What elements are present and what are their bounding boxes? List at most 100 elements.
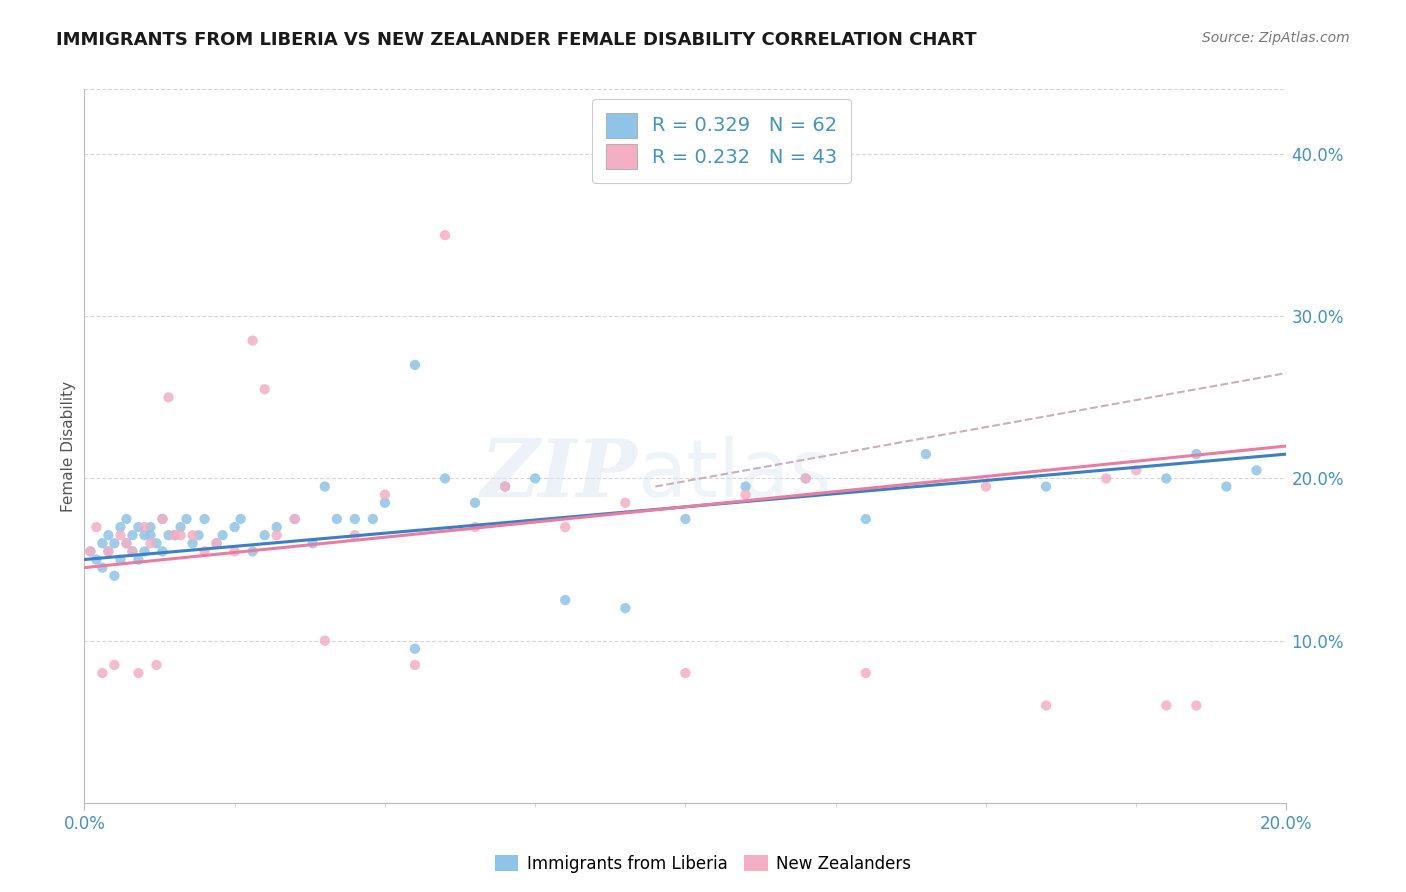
Point [224, 544, 246, 558]
Point [434, 228, 457, 243]
Point [205, 536, 228, 550]
Point [974, 479, 997, 493]
Point [343, 528, 366, 542]
Point [266, 520, 288, 534]
Point [97, 544, 120, 558]
Point [194, 512, 217, 526]
Point [187, 528, 209, 542]
Text: ZIP: ZIP [481, 436, 637, 513]
Point [1246, 463, 1268, 477]
Point [404, 641, 426, 656]
Point [163, 528, 186, 542]
Point [97, 528, 120, 542]
Point [675, 666, 697, 681]
Point [145, 657, 167, 672]
Point [211, 528, 233, 542]
Point [314, 479, 336, 493]
Point [139, 536, 162, 550]
Point [494, 479, 516, 493]
Point [79, 544, 101, 558]
Point [115, 512, 138, 526]
Point [103, 568, 125, 582]
Point [1035, 479, 1057, 493]
Point [103, 536, 125, 550]
Point [127, 552, 149, 566]
Point [1215, 479, 1237, 493]
Point [284, 512, 307, 526]
Point [1156, 471, 1178, 485]
Point [404, 657, 426, 672]
Point [127, 520, 149, 534]
Point [734, 488, 756, 502]
Point [110, 520, 132, 534]
Point [1185, 698, 1208, 713]
Point [139, 528, 162, 542]
Point [139, 520, 162, 534]
Point [152, 512, 174, 526]
Point [343, 512, 366, 526]
Point [464, 496, 486, 510]
Point [205, 536, 228, 550]
Point [855, 512, 877, 526]
Point [794, 471, 817, 485]
Point [152, 544, 174, 558]
Point [253, 528, 276, 542]
Point [404, 358, 426, 372]
Point [266, 528, 288, 542]
Point [169, 528, 191, 542]
Point [915, 447, 938, 461]
Point [242, 334, 264, 348]
Point [1156, 698, 1178, 713]
Point [157, 390, 180, 404]
Point [103, 657, 125, 672]
Point [110, 528, 132, 542]
Point [614, 496, 637, 510]
Point [1095, 471, 1118, 485]
Point [127, 666, 149, 681]
Legend: R = 0.329   N = 62, R = 0.232   N = 43: R = 0.329 N = 62, R = 0.232 N = 43 [592, 99, 851, 183]
Point [97, 544, 120, 558]
Point [86, 520, 108, 534]
Point [145, 536, 167, 550]
Point [464, 520, 486, 534]
Point [326, 512, 349, 526]
Point [152, 512, 174, 526]
Point [1035, 698, 1057, 713]
Point [115, 536, 138, 550]
Point [224, 520, 246, 534]
Point [163, 528, 186, 542]
Point [121, 528, 143, 542]
Point [91, 536, 114, 550]
Point [242, 544, 264, 558]
Text: IMMIGRANTS FROM LIBERIA VS NEW ZEALANDER FEMALE DISABILITY CORRELATION CHART: IMMIGRANTS FROM LIBERIA VS NEW ZEALANDER… [56, 31, 977, 49]
Text: Source: ZipAtlas.com: Source: ZipAtlas.com [1202, 31, 1350, 45]
Point [194, 544, 217, 558]
Point [181, 528, 204, 542]
Point [1125, 463, 1147, 477]
Point [110, 552, 132, 566]
Point [86, 552, 108, 566]
Legend: Immigrants from Liberia, New Zealanders: Immigrants from Liberia, New Zealanders [488, 848, 918, 880]
Point [855, 666, 877, 681]
Point [253, 382, 276, 396]
Point [734, 479, 756, 493]
Point [91, 560, 114, 574]
Point [524, 471, 547, 485]
Point [314, 633, 336, 648]
Point [134, 528, 156, 542]
Point [361, 512, 384, 526]
Point [554, 593, 576, 607]
Point [1185, 447, 1208, 461]
Point [675, 512, 697, 526]
Point [176, 512, 198, 526]
Y-axis label: Female Disability: Female Disability [60, 380, 76, 512]
Point [494, 479, 516, 493]
Point [115, 536, 138, 550]
Text: atlas: atlas [637, 435, 832, 514]
Point [91, 666, 114, 681]
Point [374, 488, 396, 502]
Point [284, 512, 307, 526]
Point [229, 512, 252, 526]
Point [121, 544, 143, 558]
Point [614, 601, 637, 615]
